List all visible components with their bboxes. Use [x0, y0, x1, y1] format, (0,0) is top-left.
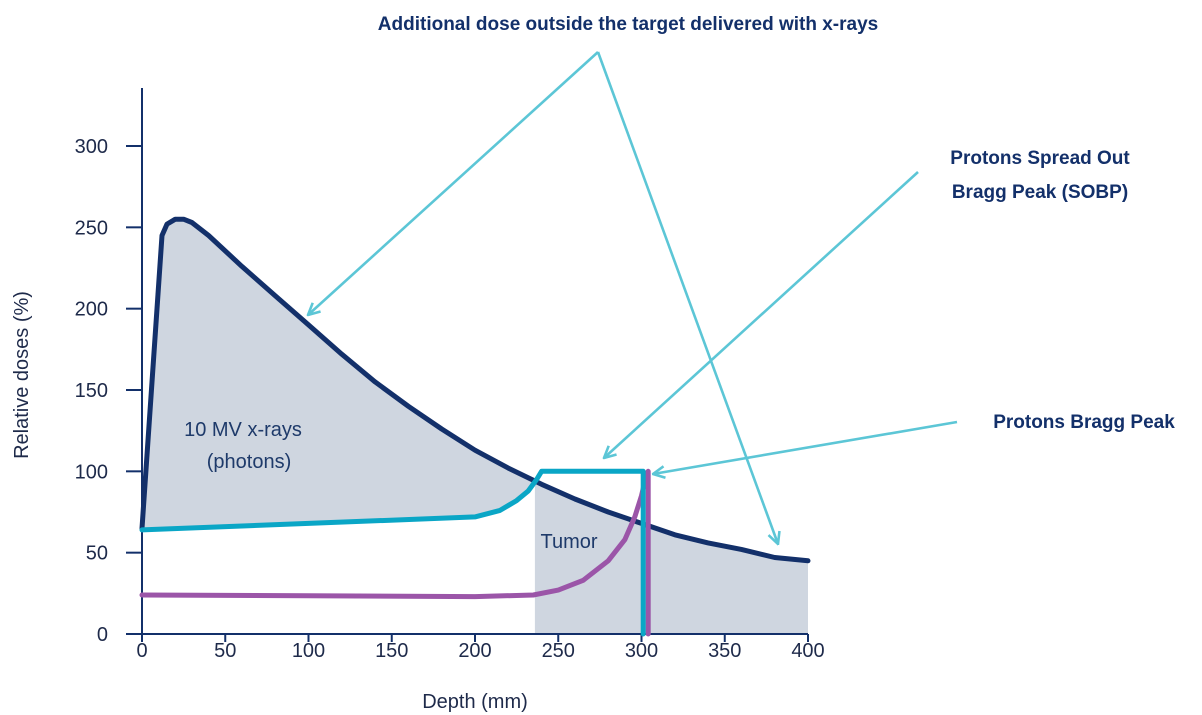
x-tick-label: 350 [708, 640, 741, 662]
shaded-regions [142, 219, 808, 634]
y-tick-label: 150 [75, 380, 108, 402]
x-tick-label: 150 [375, 640, 408, 662]
arrow-xray-extra-exit [596, 51, 778, 544]
y-axis-title: Relative doses (%) [11, 291, 33, 459]
series-line-sobp [139, 468, 646, 637]
x-tick-label: 0 [136, 640, 147, 662]
annotation-sobp-line2: Bragg Peak (SOBP) [952, 182, 1128, 203]
arrow-sobp [604, 171, 919, 458]
x-tick-label: 100 [292, 640, 325, 662]
label-tumor: Tumor [540, 531, 597, 553]
y-tick-label: 250 [75, 217, 108, 239]
y-tick-label: 100 [75, 461, 108, 483]
series-group [139, 216, 811, 637]
arrow-xray-extra-entrance [308, 51, 599, 315]
label-xrays-line1: 10 MV x-rays [184, 419, 302, 441]
xray-extra-dose-area-exit [534, 481, 808, 634]
x-axis-title: Depth (mm) [422, 691, 528, 713]
y-tick-label: 200 [75, 299, 108, 321]
y-tick-label: 300 [75, 136, 108, 158]
label-xrays-line2: (photons) [207, 451, 292, 473]
y-tick-label: 0 [97, 624, 108, 646]
x-tick-label: 400 [791, 640, 824, 662]
x-tick-label: 300 [625, 640, 658, 662]
y-tick-label: 50 [86, 543, 108, 565]
annotation-arrows [308, 51, 958, 544]
annotation-bragg-peak: Protons Bragg Peak [993, 412, 1175, 433]
annotation-sobp-line1: Protons Spread Out [950, 148, 1130, 169]
x-tick-label: 50 [214, 640, 236, 662]
series-line-xrays [139, 216, 811, 564]
xray-extra-dose-area-entrance [142, 219, 537, 530]
axes: 0 50 100 150 200 250 300 0 50 100 150 200 250 300 350 4… [75, 88, 825, 662]
annotation-xray-extra-dose: Additional dose outside the target deliv… [378, 14, 878, 35]
arrow-bragg-peak [653, 420, 958, 474]
x-tick-label: 250 [542, 640, 575, 662]
x-tick-label: 200 [458, 640, 491, 662]
series-line-bragg-peak [139, 468, 651, 637]
